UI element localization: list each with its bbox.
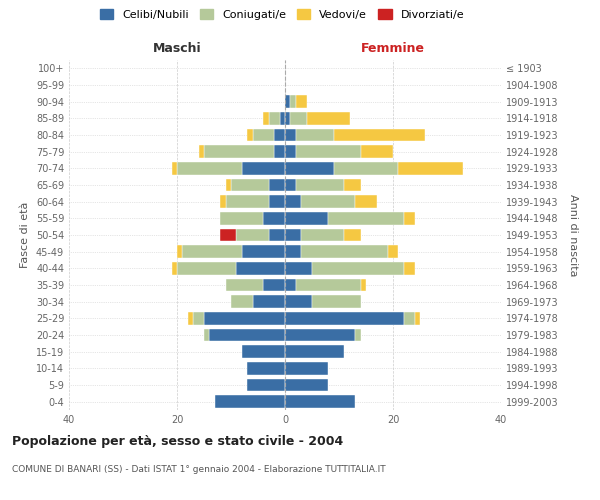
Bar: [242, 346, 285, 358]
Bar: [188, 312, 193, 324]
Bar: [204, 329, 209, 341]
Bar: [199, 146, 204, 158]
Bar: [388, 246, 398, 258]
Bar: [285, 212, 328, 224]
Bar: [285, 396, 355, 408]
Bar: [177, 262, 236, 274]
Bar: [209, 329, 285, 341]
Bar: [220, 212, 263, 224]
Bar: [253, 129, 274, 141]
Bar: [269, 112, 280, 124]
Bar: [226, 279, 263, 291]
Bar: [269, 196, 285, 208]
Bar: [334, 129, 425, 141]
Bar: [285, 279, 296, 291]
Bar: [177, 246, 182, 258]
Bar: [344, 179, 361, 192]
Bar: [247, 129, 253, 141]
Bar: [290, 112, 307, 124]
Bar: [301, 246, 388, 258]
Bar: [285, 246, 301, 258]
Bar: [172, 162, 177, 174]
Bar: [236, 229, 269, 241]
Bar: [285, 112, 290, 124]
Bar: [404, 312, 415, 324]
Bar: [253, 296, 285, 308]
Bar: [285, 196, 301, 208]
Bar: [312, 262, 404, 274]
Bar: [398, 162, 463, 174]
Bar: [404, 262, 415, 274]
Bar: [361, 146, 393, 158]
Bar: [361, 279, 366, 291]
Bar: [328, 212, 404, 224]
Bar: [296, 179, 344, 192]
Bar: [263, 212, 285, 224]
Y-axis label: Fasce di età: Fasce di età: [20, 202, 30, 268]
Bar: [215, 396, 285, 408]
Bar: [285, 346, 344, 358]
Bar: [285, 329, 355, 341]
Bar: [334, 162, 398, 174]
Bar: [301, 229, 344, 241]
Bar: [263, 279, 285, 291]
Legend: Celibi/Nubili, Coniugati/e, Vedovi/e, Divorziati/e: Celibi/Nubili, Coniugati/e, Vedovi/e, Di…: [97, 6, 467, 23]
Bar: [226, 179, 231, 192]
Bar: [236, 262, 285, 274]
Bar: [220, 229, 236, 241]
Bar: [285, 162, 334, 174]
Bar: [296, 96, 307, 108]
Bar: [274, 129, 285, 141]
Bar: [285, 96, 290, 108]
Bar: [355, 196, 377, 208]
Bar: [285, 312, 404, 324]
Text: Popolazione per età, sesso e stato civile - 2004: Popolazione per età, sesso e stato civil…: [12, 435, 343, 448]
Bar: [404, 212, 415, 224]
Bar: [242, 162, 285, 174]
Bar: [231, 179, 269, 192]
Bar: [172, 262, 177, 274]
Bar: [193, 312, 204, 324]
Bar: [280, 112, 285, 124]
Bar: [204, 146, 274, 158]
Y-axis label: Anni di nascita: Anni di nascita: [568, 194, 578, 276]
Bar: [355, 329, 361, 341]
Bar: [220, 196, 226, 208]
Bar: [285, 362, 328, 374]
Bar: [269, 179, 285, 192]
Bar: [415, 312, 420, 324]
Bar: [247, 379, 285, 391]
Bar: [285, 379, 328, 391]
Bar: [344, 229, 361, 241]
Bar: [226, 196, 269, 208]
Bar: [296, 129, 334, 141]
Bar: [296, 146, 361, 158]
Bar: [307, 112, 350, 124]
Bar: [285, 129, 296, 141]
Bar: [204, 312, 285, 324]
Bar: [247, 362, 285, 374]
Bar: [285, 296, 312, 308]
Bar: [312, 296, 361, 308]
Bar: [263, 112, 269, 124]
Bar: [274, 146, 285, 158]
Bar: [231, 296, 253, 308]
Bar: [285, 179, 296, 192]
Bar: [182, 246, 242, 258]
Bar: [242, 246, 285, 258]
Text: Maschi: Maschi: [152, 42, 202, 55]
Bar: [269, 229, 285, 241]
Bar: [177, 162, 242, 174]
Bar: [285, 229, 301, 241]
Text: COMUNE DI BANARI (SS) - Dati ISTAT 1° gennaio 2004 - Elaborazione TUTTITALIA.IT: COMUNE DI BANARI (SS) - Dati ISTAT 1° ge…: [12, 465, 386, 474]
Bar: [290, 96, 296, 108]
Bar: [301, 196, 355, 208]
Bar: [296, 279, 361, 291]
Bar: [285, 146, 296, 158]
Bar: [285, 262, 312, 274]
Text: Femmine: Femmine: [361, 42, 425, 55]
